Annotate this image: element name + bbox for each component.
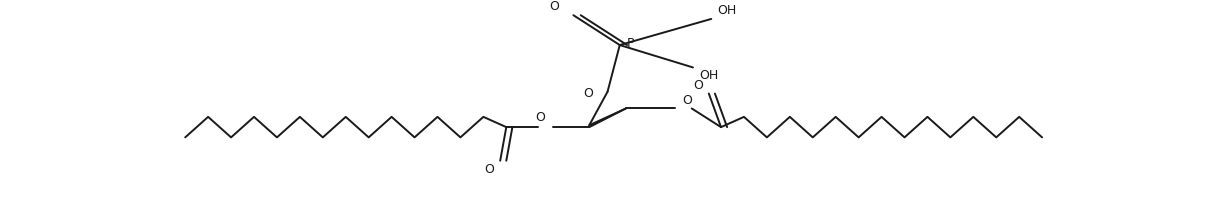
Text: O: O xyxy=(693,79,703,92)
Text: OH: OH xyxy=(717,4,737,17)
Text: O: O xyxy=(583,87,593,100)
Text: OH: OH xyxy=(699,69,719,82)
Text: O: O xyxy=(549,0,559,13)
Text: O: O xyxy=(682,94,692,107)
Text: P: P xyxy=(627,37,634,50)
Text: O: O xyxy=(536,111,545,124)
Text: O: O xyxy=(484,163,494,176)
